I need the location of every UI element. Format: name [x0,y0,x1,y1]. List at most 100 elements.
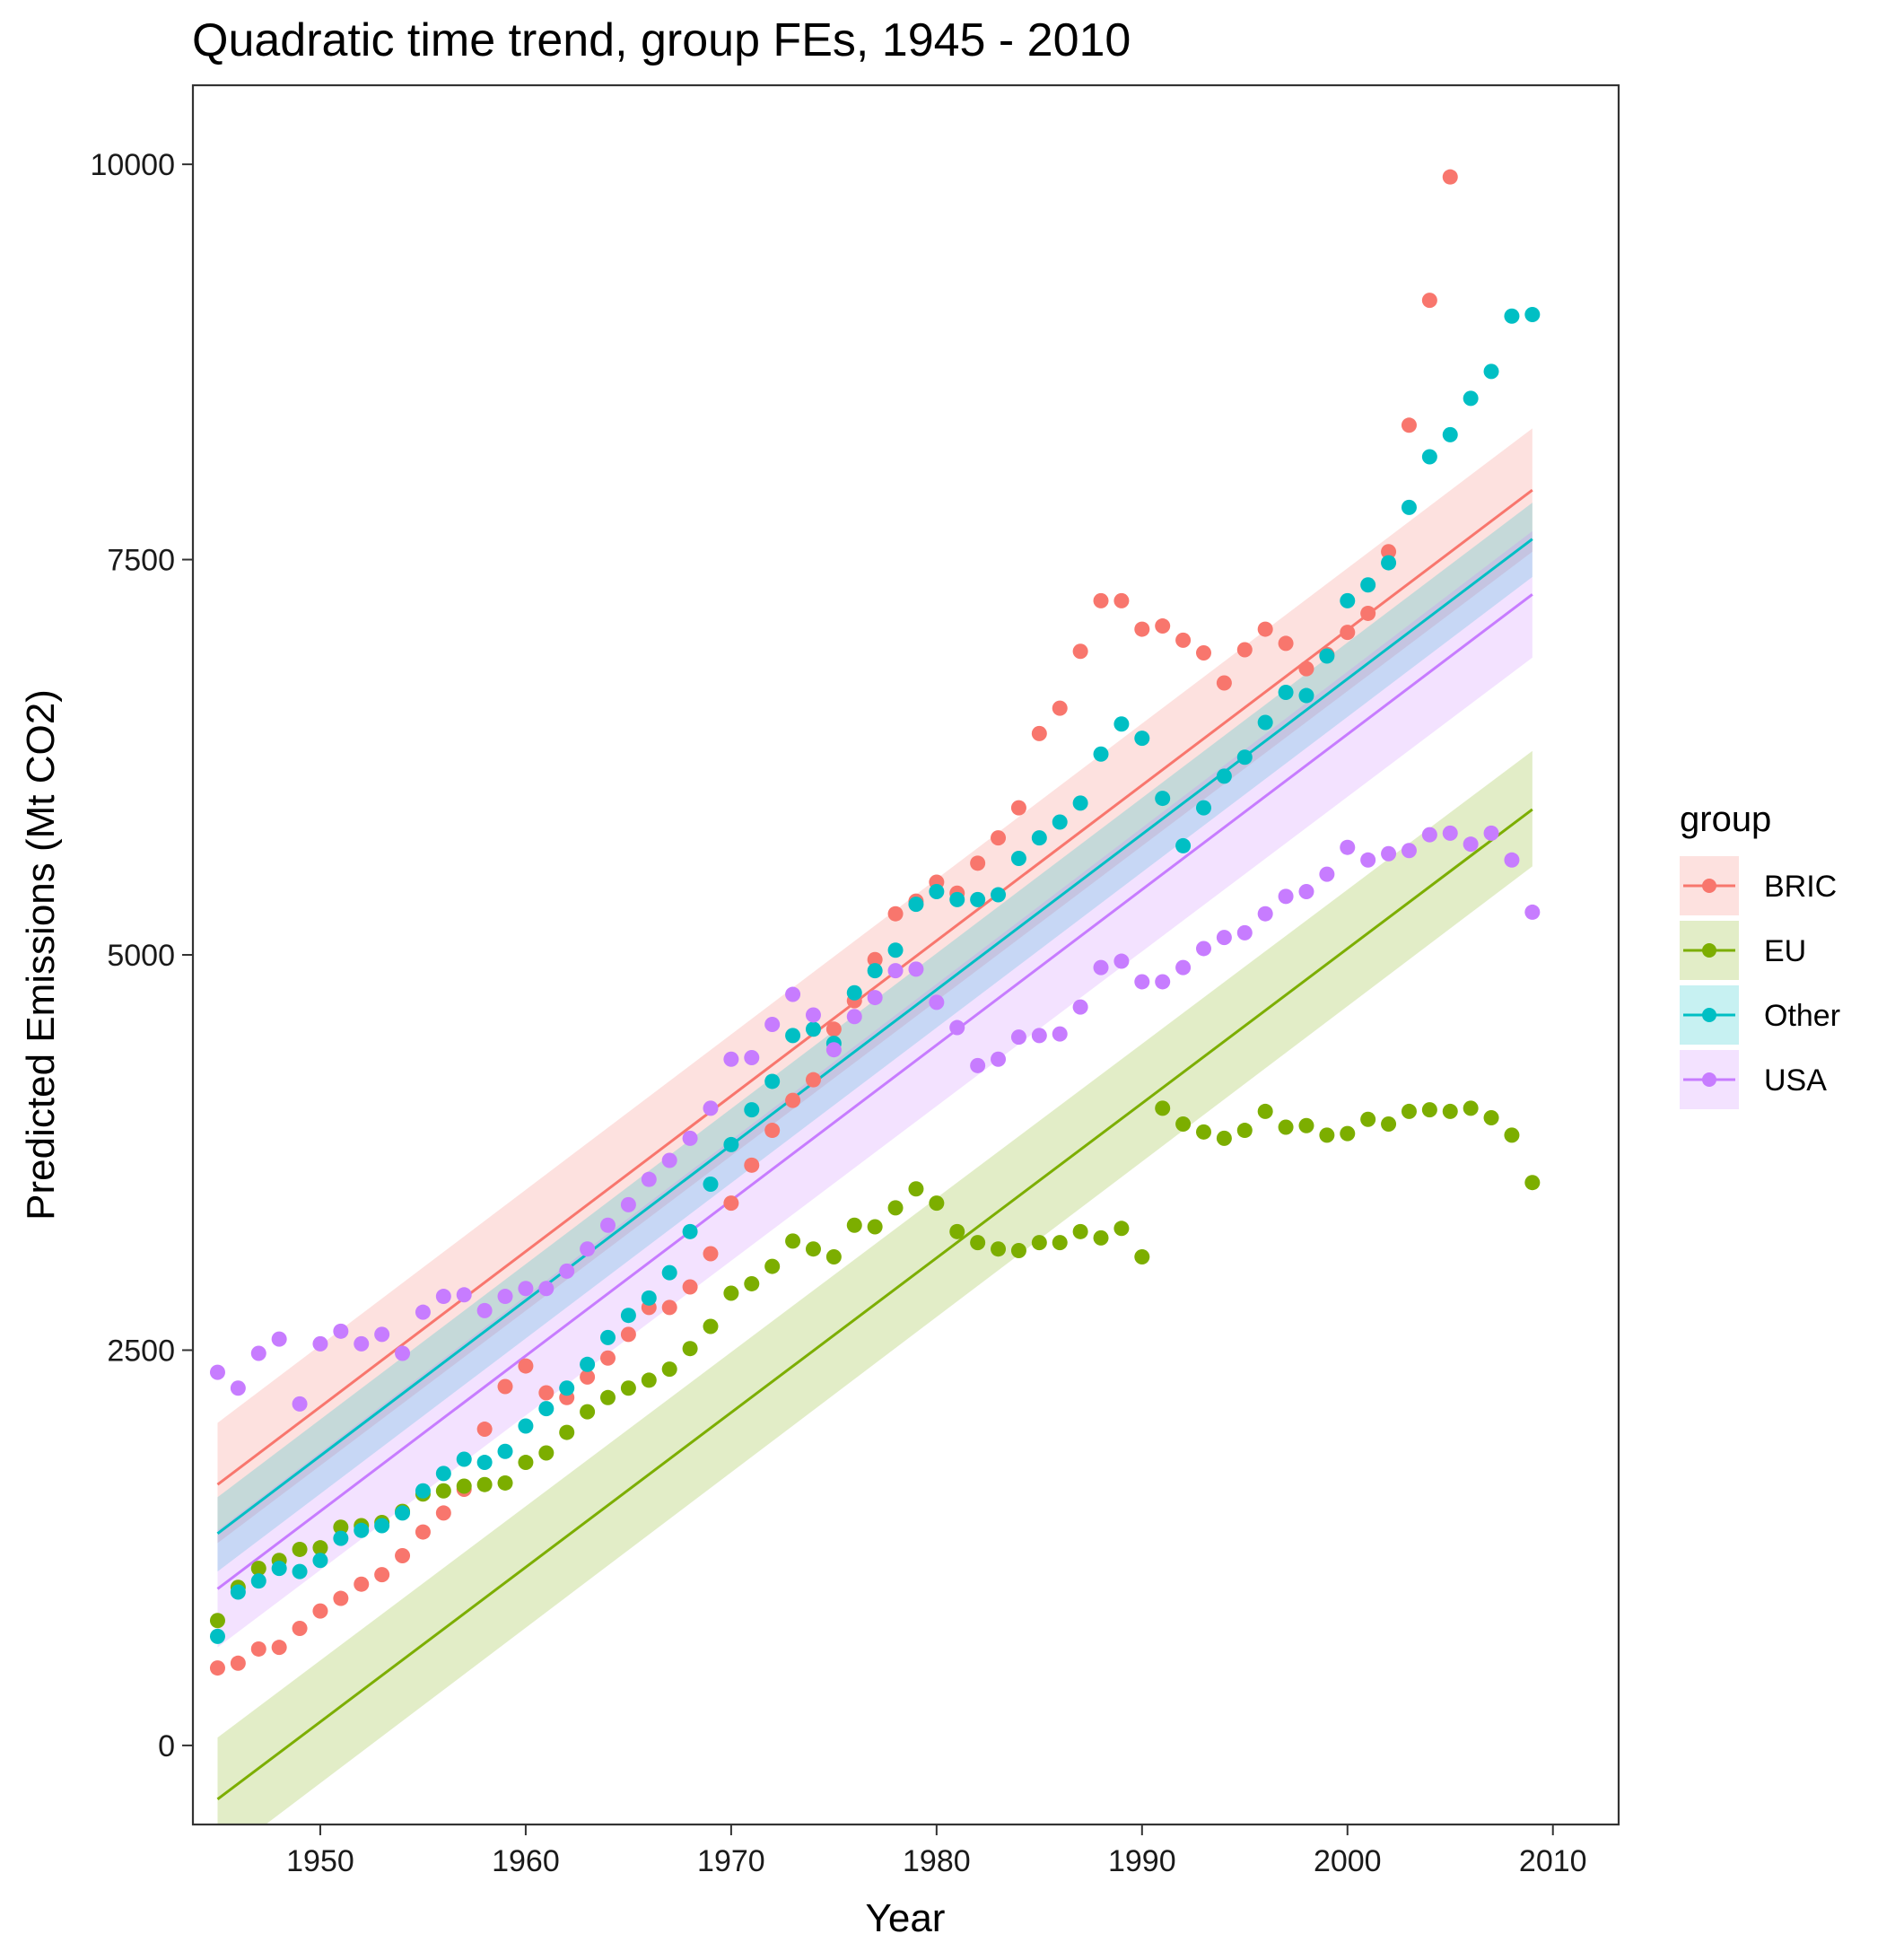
point-usa-1981 [949,1019,965,1036]
fit-line-other [216,538,1533,1536]
point-eu-2002 [1381,1116,1397,1133]
point-eu-1981 [949,1223,965,1239]
point-other-2008 [1504,308,1520,324]
point-other-1976 [846,984,862,1001]
point-other-1985 [1031,830,1047,846]
point-eu-1985 [1031,1235,1047,1251]
point-usa-1967 [661,1152,677,1168]
legend-title: group [1680,800,1771,839]
confidence-band-usa [217,530,1533,1648]
point-usa-1986 [1052,1026,1068,1042]
point-bric-1967 [661,1299,677,1316]
point-bric-1953 [374,1567,390,1583]
point-eu-1957 [456,1478,472,1494]
point-usa-1978 [887,963,904,979]
point-other-1993 [1195,800,1211,816]
point-eu-2003 [1401,1103,1417,1119]
point-usa-2007 [1483,825,1499,841]
point-bric-1948 [271,1640,287,1656]
point-bric-1986 [1052,700,1068,716]
point-eu-1995 [1236,1123,1253,1139]
point-other-1977 [867,963,883,979]
point-bric-1964 [600,1350,616,1366]
point-bric-1989 [1113,592,1130,608]
point-bric-1951 [333,1590,349,1606]
point-other-1972 [764,1073,781,1089]
point-usa-1954 [395,1345,411,1361]
point-other-1954 [395,1505,411,1521]
point-eu-1971 [744,1275,760,1291]
point-eu-1996 [1257,1103,1273,1119]
point-bric-1977 [867,951,883,967]
point-other-1983 [991,887,1007,903]
point-bric-1996 [1257,621,1273,637]
point-other-1945 [209,1628,225,1644]
point-eu-1988 [1093,1229,1109,1246]
point-bric-2000 [1340,625,1356,641]
point-usa-1961 [538,1281,555,1297]
y-tick-label-10000: 10000 [90,148,175,182]
y-tick-label-5000: 5000 [107,939,175,973]
point-usa-1998 [1298,884,1314,900]
point-bric-2001 [1360,605,1376,621]
point-usa-2002 [1381,845,1397,862]
point-bric-1958 [476,1422,493,1438]
point-other-1997 [1278,685,1294,701]
point-bric-1983 [991,830,1007,846]
point-eu-1972 [764,1258,781,1274]
point-usa-1955 [415,1304,431,1320]
y-tick-label-2500: 2500 [107,1334,175,1368]
point-bric-1990 [1134,621,1150,637]
legend-item-bric: BRIC [1680,856,1837,915]
point-usa-1997 [1278,888,1294,905]
point-bric-1952 [354,1576,370,1592]
fit-line-eu [216,808,1533,1801]
point-bric-2005 [1442,169,1458,185]
point-eu-1965 [620,1380,636,1396]
point-eu-1963 [580,1404,596,1420]
y-tick-label-7500: 7500 [107,544,175,578]
point-bric-1988 [1093,592,1109,608]
point-eu-1962 [559,1424,575,1440]
point-eu-2009 [1524,1175,1541,1191]
point-bric-1955 [415,1524,431,1540]
point-usa-2003 [1401,843,1417,859]
point-other-1964 [600,1329,616,1345]
point-bric-1998 [1298,661,1314,677]
point-usa-1995 [1236,924,1253,941]
legend-label-eu: EU [1764,934,1806,968]
x-axis: 1950 1960 1970 1980 1990 2000 2010 [286,1824,1587,1878]
legend-key-point-usa [1702,1072,1716,1087]
point-bric-1959 [497,1378,513,1395]
point-usa-1969 [703,1100,719,1116]
point-usa-1968 [682,1130,698,1146]
point-eu-1976 [846,1217,862,1233]
legend-key-point-bric [1702,879,1716,893]
point-eu-1979 [908,1181,924,1197]
confidence-band-eu [217,750,1533,1824]
point-other-1968 [682,1223,698,1239]
confidence-bands [217,428,1533,1824]
point-eu-1947 [250,1561,266,1577]
point-bric-2004 [1421,293,1437,309]
point-bric-1965 [620,1326,636,1343]
x-tick-label-1960: 1960 [492,1844,560,1878]
point-other-2006 [1463,390,1479,407]
fit-lines [216,488,1533,1801]
point-usa-1947 [250,1345,266,1361]
point-other-1956 [435,1466,451,1482]
point-usa-1974 [805,1007,821,1023]
point-other-1994 [1216,768,1232,784]
point-bric-1972 [764,1123,781,1139]
point-other-1991 [1155,791,1171,807]
point-eu-1945 [209,1613,225,1629]
point-eu-1987 [1072,1223,1088,1239]
point-eu-2007 [1483,1109,1499,1125]
point-usa-1971 [744,1050,760,1066]
point-other-1951 [333,1530,349,1546]
point-eu-1992 [1175,1116,1192,1133]
point-eu-1982 [970,1235,986,1251]
point-bric-1993 [1195,644,1211,661]
point-usa-1977 [867,990,883,1006]
